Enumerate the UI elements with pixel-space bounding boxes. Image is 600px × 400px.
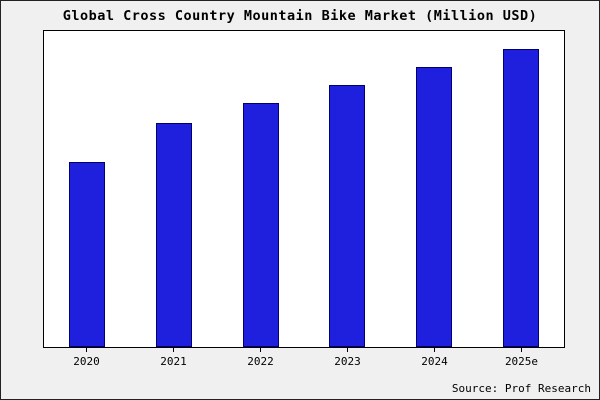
x-tick [347, 348, 348, 352]
x-slot: 2023 [304, 348, 391, 368]
bar-2022 [242, 102, 279, 347]
x-tick [86, 348, 87, 352]
x-slot: 2025e [478, 348, 565, 368]
x-axis: 2020 2021 2022 2023 2024 2025e [43, 348, 565, 368]
bar-slot [131, 31, 218, 347]
bar-2020 [69, 162, 106, 347]
x-tick [173, 348, 174, 352]
x-tick-label: 2021 [160, 355, 187, 368]
x-slot: 2022 [217, 348, 304, 368]
x-tick [521, 348, 522, 352]
bar-slot [391, 31, 478, 347]
x-slot: 2024 [391, 348, 478, 368]
x-slot: 2021 [130, 348, 217, 368]
source-attribution: Source: Prof Research [451, 382, 591, 395]
x-tick [260, 348, 261, 352]
bar-slot [44, 31, 131, 347]
chart-title: Global Cross Country Mountain Bike Marke… [62, 8, 538, 24]
x-tick-label: 2024 [421, 355, 448, 368]
x-slot: 2020 [43, 348, 130, 368]
bar-2021 [156, 123, 192, 347]
bar-2025e [502, 48, 539, 347]
x-tick-label: 2023 [334, 355, 361, 368]
bar-2024 [416, 66, 453, 347]
bar-slot [217, 31, 304, 347]
x-tick-label: 2022 [247, 355, 274, 368]
bar-2023 [329, 84, 366, 347]
bars-row [44, 31, 564, 347]
x-tick-label: 2020 [73, 355, 100, 368]
plot-area [43, 30, 565, 348]
x-tick-label: 2025e [504, 355, 539, 368]
x-tick [434, 348, 435, 352]
bar-slot [477, 31, 564, 347]
bar-slot [304, 31, 391, 347]
